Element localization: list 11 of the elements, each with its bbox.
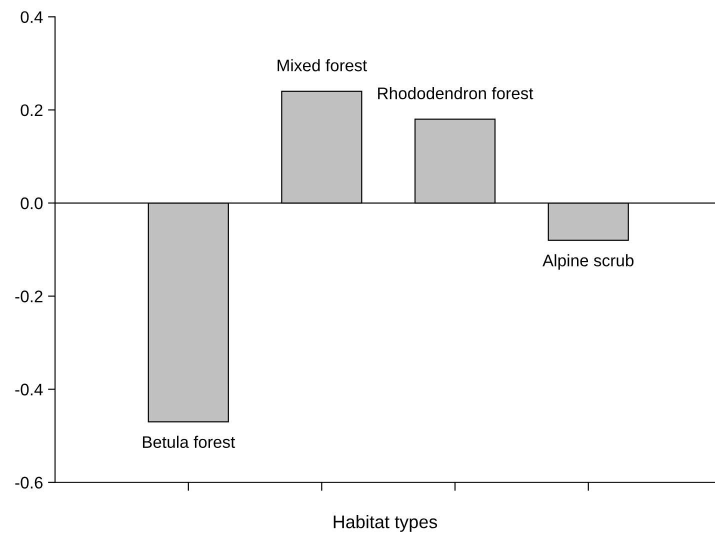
x-tick-label: Betula forest [142,436,236,448]
y-tick-label: 0.4 [20,11,43,24]
x-axis-title: Habitat types [334,515,438,532]
x-tick-label: Alpine scrub [542,254,634,270]
y-tick-label: -0.4 [15,384,43,396]
y-tick-label: -0.2 [15,290,42,302]
y-tick-label: -0.6 [15,476,43,489]
x-tick-label: Rhododendron forest [378,87,534,100]
y-tick-label: 0.2 [20,104,42,116]
y-tick-label: 0.0 [20,197,43,210]
x-tick-label: Mixed forest [278,59,367,72]
